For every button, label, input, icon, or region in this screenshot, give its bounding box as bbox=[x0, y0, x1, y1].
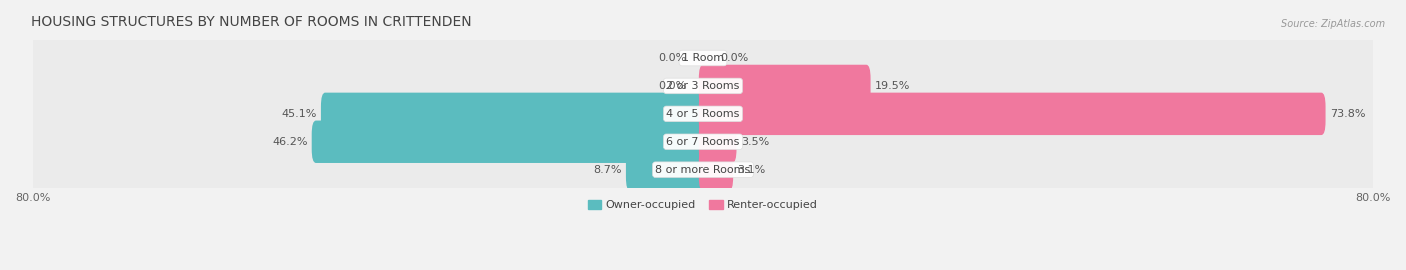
Text: 46.2%: 46.2% bbox=[271, 137, 308, 147]
Text: HOUSING STRUCTURES BY NUMBER OF ROOMS IN CRITTENDEN: HOUSING STRUCTURES BY NUMBER OF ROOMS IN… bbox=[31, 15, 472, 29]
Text: 6 or 7 Rooms: 6 or 7 Rooms bbox=[666, 137, 740, 147]
FancyBboxPatch shape bbox=[699, 120, 737, 163]
Text: 4 or 5 Rooms: 4 or 5 Rooms bbox=[666, 109, 740, 119]
Text: 3.5%: 3.5% bbox=[741, 137, 769, 147]
FancyBboxPatch shape bbox=[25, 52, 1381, 120]
FancyBboxPatch shape bbox=[25, 52, 1381, 120]
Legend: Owner-occupied, Renter-occupied: Owner-occupied, Renter-occupied bbox=[583, 196, 823, 215]
FancyBboxPatch shape bbox=[25, 136, 1381, 204]
FancyBboxPatch shape bbox=[25, 80, 1381, 148]
Text: 45.1%: 45.1% bbox=[281, 109, 316, 119]
FancyBboxPatch shape bbox=[25, 136, 1381, 204]
Text: Source: ZipAtlas.com: Source: ZipAtlas.com bbox=[1281, 19, 1385, 29]
Text: 73.8%: 73.8% bbox=[1330, 109, 1365, 119]
Text: 1 Room: 1 Room bbox=[682, 53, 724, 63]
FancyBboxPatch shape bbox=[25, 80, 1381, 148]
FancyBboxPatch shape bbox=[626, 148, 707, 191]
FancyBboxPatch shape bbox=[25, 108, 1381, 176]
FancyBboxPatch shape bbox=[312, 120, 707, 163]
FancyBboxPatch shape bbox=[699, 65, 870, 107]
FancyBboxPatch shape bbox=[699, 93, 1326, 135]
FancyBboxPatch shape bbox=[25, 24, 1381, 92]
Text: 19.5%: 19.5% bbox=[875, 81, 910, 91]
Text: 0.0%: 0.0% bbox=[658, 53, 686, 63]
Text: 8.7%: 8.7% bbox=[593, 165, 621, 175]
FancyBboxPatch shape bbox=[25, 24, 1381, 92]
Text: 8 or more Rooms: 8 or more Rooms bbox=[655, 165, 751, 175]
FancyBboxPatch shape bbox=[25, 108, 1381, 176]
Text: 3.1%: 3.1% bbox=[737, 165, 766, 175]
Text: 0.0%: 0.0% bbox=[720, 53, 748, 63]
Text: 2 or 3 Rooms: 2 or 3 Rooms bbox=[666, 81, 740, 91]
FancyBboxPatch shape bbox=[321, 93, 707, 135]
Text: 0.0%: 0.0% bbox=[658, 81, 686, 91]
FancyBboxPatch shape bbox=[699, 148, 733, 191]
